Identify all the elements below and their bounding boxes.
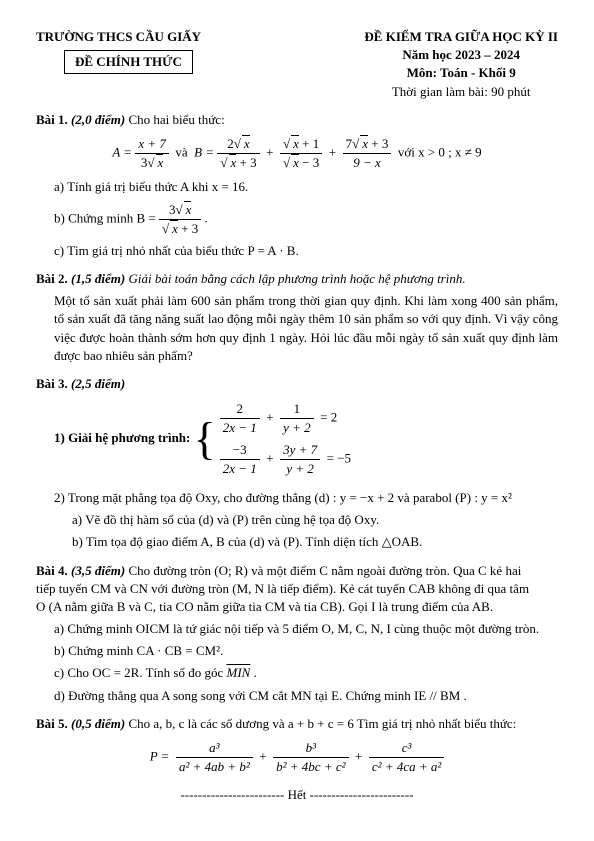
bai5-formula: P = a³ a² + 4ab + b² + b³ b² + 4bc + c² … bbox=[36, 739, 558, 776]
bai2-title: Giải bài toán bằng cách lập phương trình… bbox=[128, 271, 465, 286]
bai2-label: Bài 2. bbox=[36, 271, 68, 286]
header: TRƯỜNG THCS CẦU GIẤY ĐỀ CHÍNH THỨC ĐỀ KI… bbox=[36, 28, 558, 101]
end-marker: ------------------------ Hết -----------… bbox=[36, 786, 558, 804]
bai4-c: c) Cho OC = 2R. Tính số đo góc MIN . bbox=[54, 664, 558, 682]
va: và bbox=[175, 145, 187, 160]
bai4-intro1: Cho đường tròn (O; R) và một điểm C nằm … bbox=[128, 563, 521, 578]
bai-3: Bài 3. (2,5 điểm) 1) Giải hệ phương trìn… bbox=[36, 375, 558, 552]
bai1-cond: với x > 0 ; x ≠ 9 bbox=[398, 145, 482, 160]
header-right: ĐỀ KIỂM TRA GIỮA HỌC KỲ II Năm học 2023 … bbox=[364, 28, 558, 101]
bai5-points: (0,5 điểm) bbox=[71, 716, 125, 731]
bai1-c: c) Tìm giá trị nhỏ nhất của biểu thức P … bbox=[54, 242, 558, 260]
bai2-para: Một tổ sản xuất phải làm 600 sản phẩm tr… bbox=[54, 292, 558, 365]
bai1-formula: A = x + 7 3x và B = 2x x + 3 + x + 1 x −… bbox=[36, 135, 558, 172]
bai1-label: Bài 1. bbox=[36, 112, 68, 127]
bai4-b: b) Chứng minh CA · CB = CM². bbox=[54, 642, 558, 660]
header-left: TRƯỜNG THCS CẦU GIẤY ĐỀ CHÍNH THỨC bbox=[36, 28, 201, 74]
bai-1: Bài 1. (2,0 điểm) Cho hai biểu thức: A =… bbox=[36, 111, 558, 260]
bai4-a: a) Chứng minh OICM là tứ giác nội tiếp v… bbox=[54, 620, 558, 638]
A-num: x + 7 bbox=[135, 135, 169, 154]
bai-4: Bài 4. (3,5 điểm) Cho đường tròn (O; R) … bbox=[36, 562, 558, 705]
sys-row-1: 22x − 1 + 1y + 2 = 2 bbox=[220, 400, 351, 437]
bai4-intro2: tiếp tuyến CM và CN với đường tròn (M, N… bbox=[36, 580, 558, 598]
A-den: 3x bbox=[135, 154, 169, 172]
bai3-q2b: b) Tìm tọa độ giao điểm A, B của (d) và … bbox=[72, 533, 558, 551]
bai1-a: a) Tính giá trị biểu thức A khi x = 16. bbox=[54, 178, 558, 196]
exam-year: Năm học 2023 – 2024 bbox=[364, 46, 558, 64]
sqrt-icon bbox=[147, 155, 154, 170]
P-t1: a³ a² + 4ab + b² bbox=[176, 739, 253, 776]
bai5-intro: Cho a, b, c là các số dương và a + b + c… bbox=[128, 716, 516, 731]
arc-min: MIN bbox=[226, 665, 250, 680]
school-name: TRƯỜNG THCS CẦU GIẤY bbox=[36, 28, 201, 46]
exam-duration: Thời gian làm bài: 90 phút bbox=[364, 83, 558, 101]
bai-5: Bài 5. (0,5 điểm) Cho a, b, c là các số … bbox=[36, 715, 558, 777]
bai1-b: b) Chứng minh B = 3x x + 3 . bbox=[54, 201, 558, 238]
A-frac: x + 7 3x bbox=[135, 135, 169, 172]
bai1-points: (2,0 điểm) bbox=[71, 112, 125, 127]
bai2-points: (1,5 điểm) bbox=[71, 271, 125, 286]
official-label: ĐỀ CHÍNH THỨC bbox=[64, 50, 193, 74]
exam-title: ĐỀ KIỂM TRA GIỮA HỌC KỲ II bbox=[364, 28, 558, 46]
B-t1: 2x x + 3 bbox=[217, 135, 259, 172]
bai3-label: Bài 3. bbox=[36, 376, 68, 391]
equation-system: { 22x − 1 + 1y + 2 = 2 −32x − 1 + 3y + 7… bbox=[194, 397, 351, 481]
bai4-d: d) Đường thẳng qua A song song với CM cắ… bbox=[54, 687, 558, 705]
bai5-label: Bài 5. bbox=[36, 716, 68, 731]
bai3-q2: 2) Trong mặt phẳng tọa độ Oxy, cho đường… bbox=[54, 489, 558, 507]
bai3-q1: 1) Giải hệ phương trình: { 22x − 1 + 1y … bbox=[54, 397, 558, 481]
bai4-intro3: O (A nằm giữa B và C, tia CO nằm giữa ti… bbox=[36, 598, 558, 616]
B-t3: 7x + 3 9 − x bbox=[343, 135, 392, 172]
bai4-label: Bài 4. bbox=[36, 563, 68, 578]
bai3-points: (2,5 điểm) bbox=[71, 376, 125, 391]
brace-icon: { bbox=[194, 421, 216, 458]
A-eq: A = bbox=[112, 145, 132, 160]
P-t3: c³ c² + 4ca + a² bbox=[369, 739, 444, 776]
exam-subject: Môn: Toán - Khối 9 bbox=[364, 64, 558, 82]
bai3-q2a: a) Vẽ đồ thị hàm số của (d) và (P) trên … bbox=[72, 511, 558, 529]
bai1-heading: Bài 1. (2,0 điểm) bbox=[36, 112, 128, 127]
bai-2: Bài 2. (1,5 điểm) Giải bài toán bằng các… bbox=[36, 270, 558, 365]
B-t2: x + 1 x − 3 bbox=[280, 135, 322, 172]
bai4-points: (3,5 điểm) bbox=[71, 563, 125, 578]
sys-row-2: −32x − 1 + 3y + 7y + 2 = −5 bbox=[220, 441, 351, 478]
bai1-intro: Cho hai biểu thức: bbox=[128, 112, 224, 127]
P-t2: b³ b² + 4bc + c² bbox=[273, 739, 348, 776]
